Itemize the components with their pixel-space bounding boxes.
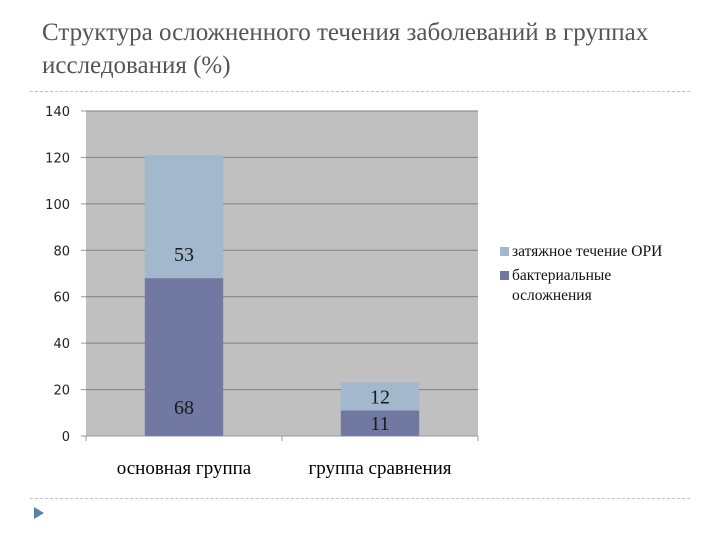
chart-legend: затяжное течение ОРИ бактериальные осложн… xyxy=(500,242,680,310)
y-tick-label: 60 xyxy=(53,291,70,306)
data-label: 53 xyxy=(174,244,194,266)
legend-swatch xyxy=(500,271,509,280)
slide-title: Структура осложненного течения заболеван… xyxy=(42,19,649,79)
bar-segment xyxy=(144,278,224,436)
legend-label: затяжное течение ОРИ xyxy=(512,243,663,260)
y-tick-label: 20 xyxy=(53,384,70,399)
category-label: группа сравнения xyxy=(308,458,451,479)
y-tick-label: 120 xyxy=(45,151,70,166)
bar-segment xyxy=(144,155,224,279)
y-tick-label: 100 xyxy=(45,198,70,213)
y-tick-label: 80 xyxy=(53,244,70,259)
data-label: 68 xyxy=(174,397,194,419)
data-label: 12 xyxy=(370,387,390,409)
category-label: основная группа xyxy=(117,458,252,479)
play-arrow-icon xyxy=(34,507,44,519)
y-tick-label: 140 xyxy=(45,105,70,120)
legend-swatch xyxy=(500,247,509,256)
bar-segment xyxy=(340,410,420,436)
legend-item: затяжное течение ОРИ xyxy=(500,242,680,262)
data-label: 11 xyxy=(370,413,389,435)
title-divider xyxy=(30,91,690,92)
legend-label: бактериальные осложнения xyxy=(512,267,612,304)
legend-item: бактериальные осложнения xyxy=(500,266,680,306)
footer-divider xyxy=(30,498,690,499)
y-tick-label: 0 xyxy=(62,430,70,445)
bar-segment xyxy=(340,382,420,411)
y-tick-label: 40 xyxy=(53,337,70,352)
